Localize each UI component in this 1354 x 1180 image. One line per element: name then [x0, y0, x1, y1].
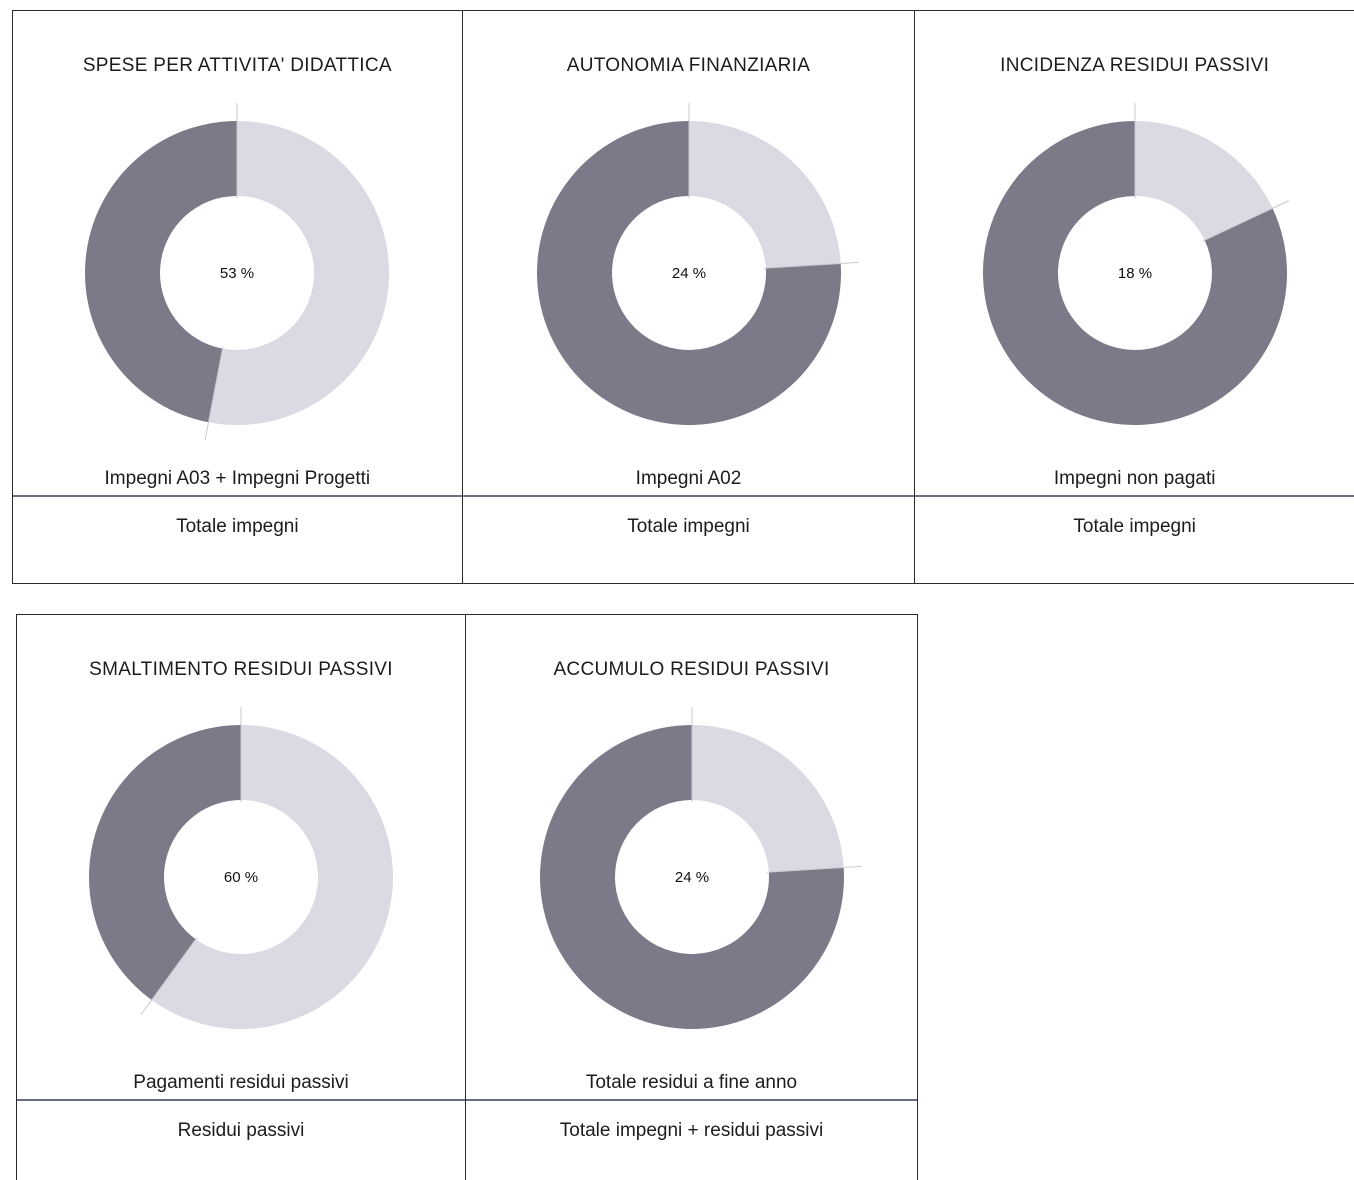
- denominator-label: Totale impegni + residui passivi: [559, 1120, 824, 1141]
- chart-area: AUTONOMIA FINANZIARIA 24 % Impegni A02: [462, 11, 915, 497]
- donut-slice-remainder: [85, 121, 238, 423]
- numerator-label: Impegni A03 + Impegni Progetti: [104, 468, 371, 489]
- numerator-label: Totale residui a fine anno: [585, 1072, 798, 1093]
- donut-slice-highlight: [688, 121, 841, 269]
- donut-chart: 53 %: [85, 103, 390, 441]
- donut-center-value: 53 %: [220, 265, 254, 282]
- donut-slice-remainder: [539, 725, 844, 1029]
- chart-area: INCIDENZA RESIDUI PASSIVI 18 % Impegni n…: [915, 11, 1354, 497]
- denominator-label: Totale impegni: [1073, 516, 1196, 537]
- numerator-label: Impegni non pagati: [1053, 468, 1216, 489]
- slice-boundary-tick: [140, 937, 198, 1015]
- indicators-row-top: SPESE PER ATTIVITA' DIDATTICA 53 % Impeg…: [12, 10, 1354, 584]
- slice-boundary-tick: [763, 261, 859, 269]
- donut-chart: 60 %: [89, 707, 393, 1029]
- slice-boundary-tick: [766, 865, 862, 873]
- denominator-label: Residui passivi: [177, 1120, 305, 1141]
- panel-incidenza-residui-passivi: INCIDENZA RESIDUI PASSIVI 18 % Impegni n…: [915, 11, 1354, 583]
- chart-area: SMALTIMENTO RESIDUI PASSIVI 60 % Pagamen…: [17, 615, 465, 1101]
- chart-area: ACCUMULO RESIDUI PASSIVI 24 % Totale res…: [466, 615, 917, 1101]
- chart-title: SPESE PER ATTIVITA' DIDATTICA: [82, 55, 392, 76]
- slice-boundary-tick: [204, 346, 224, 441]
- donut-slice-remainder: [89, 725, 241, 1000]
- chart-title: SMALTIMENTO RESIDUI PASSIVI: [89, 659, 393, 680]
- chart-title: ACCUMULO RESIDUI PASSIVI: [553, 659, 830, 680]
- donut-chart: 18 %: [982, 103, 1289, 425]
- donut-center-value: 24 %: [674, 869, 708, 886]
- denominator-label: Totale impegni: [627, 516, 750, 537]
- chart-title: AUTONOMIA FINANZIARIA: [566, 55, 811, 76]
- donut-slice-highlight: [208, 121, 390, 425]
- donut-center-value: 18 %: [1118, 265, 1152, 282]
- donut-slice-highlight: [151, 725, 393, 1029]
- donut-slice-remainder: [982, 121, 1287, 425]
- donut-center-value: 24 %: [671, 265, 705, 282]
- indicators-row-bottom: SMALTIMENTO RESIDUI PASSIVI 60 % Pagamen…: [16, 614, 918, 1180]
- panel-autonomia-finanziaria: AUTONOMIA FINANZIARIA 24 % Impegni A02 T…: [462, 11, 916, 583]
- panel-smaltimento-residui-passivi: SMALTIMENTO RESIDUI PASSIVI 60 % Pagamen…: [17, 615, 466, 1180]
- denominator-label: Totale impegni: [176, 516, 299, 537]
- donut-slice-remainder: [536, 121, 841, 425]
- donut-slice-highlight: [1134, 121, 1273, 241]
- slice-boundary-tick: [1202, 200, 1289, 242]
- numerator-label: Pagamenti residui passivi: [133, 1072, 349, 1093]
- donut-slice-highlight: [691, 725, 844, 873]
- donut-chart: 24 %: [536, 103, 859, 425]
- chart-title: INCIDENZA RESIDUI PASSIVI: [1000, 55, 1270, 76]
- donut-chart: 24 %: [539, 707, 862, 1029]
- chart-area: SPESE PER ATTIVITA' DIDATTICA 53 % Impeg…: [13, 11, 462, 497]
- panel-spese-attivita-didattica: SPESE PER ATTIVITA' DIDATTICA 53 % Impeg…: [13, 11, 463, 583]
- donut-center-value: 60 %: [224, 869, 258, 886]
- numerator-label: Impegni A02: [635, 468, 742, 489]
- panel-accumulo-residui-passivi: ACCUMULO RESIDUI PASSIVI 24 % Totale res…: [466, 615, 917, 1180]
